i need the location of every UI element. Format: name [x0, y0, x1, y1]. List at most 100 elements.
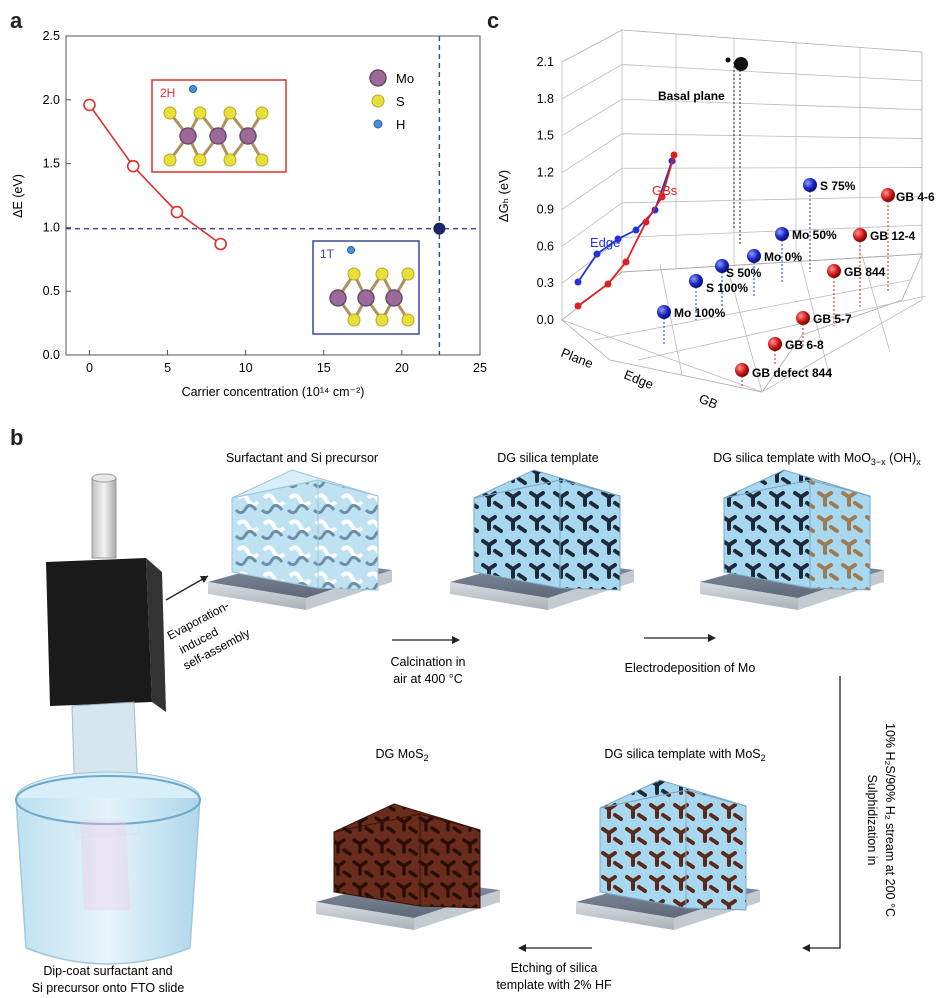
label-surfactant: Surfactant and Si precursor: [226, 451, 378, 465]
c-y-tick-label-4: 1.2: [537, 166, 554, 180]
c-grid-line-3: [561, 167, 923, 210]
x-tick-label-10: 10: [239, 361, 253, 375]
point-gb-6-8: [768, 337, 782, 351]
label-s-50: S 50%: [726, 266, 762, 280]
label-sulph-2: 10% H₂S/90% H₂ stream at 200 °C: [883, 723, 897, 917]
caption-dipcoat-line1: Dip-coat surfactant and: [43, 964, 172, 978]
cube-dg-template-moo3: [700, 469, 884, 610]
x-tick-label-20: 20: [395, 361, 409, 375]
c-y-tick-label-1: 0.3: [537, 276, 554, 290]
chart-a: 0 5 10 15 20 25 0.0 0.5 1.0 1.5 2.0 2.5 Carrier con…: [11, 29, 487, 399]
inset-1t: 1T: [312, 240, 420, 335]
data-point-2: [170, 205, 184, 219]
label-mo-100: Mo 100%: [674, 306, 726, 320]
label-mo-50: Mo 50%: [792, 228, 837, 242]
label-mo-0: Mo 0%: [764, 250, 802, 264]
category-label-plane: Plane: [559, 345, 595, 371]
chart-c-y-ticks: 0.0 0.3 0.6 0.9 1.2 1.5 1.8 2.1: [537, 55, 554, 327]
data-point-3: [214, 237, 227, 251]
data-point-1: [126, 159, 140, 173]
point-s-50: [715, 259, 729, 273]
arrow-electrodeposition: Electrodeposition of Mo: [625, 634, 756, 675]
c-grid-line-5: [561, 98, 923, 137]
y-tick-label-0: 0.0: [43, 348, 60, 362]
marker-point-1t: [433, 222, 446, 235]
label-dg-template-moo3: DG silica template with MoO3−x (OH)x: [713, 451, 921, 467]
panel-letter-c: c: [487, 8, 500, 33]
chart-c: 0.00.30.60.91.21.51.82.1 ΔGₕ (eV) Plane …: [496, 29, 935, 412]
series-points-2h: [83, 98, 227, 251]
label-gb-844: GB 844: [844, 265, 886, 279]
panel-letter-a: a: [10, 8, 23, 33]
point-gb-12-4: [853, 228, 867, 242]
c-y-tick-label-7: 2.1: [537, 55, 554, 69]
x-tick-label-25: 25: [473, 361, 487, 375]
edge-points: Mo 100% S 100% S 50% Mo 0% Mo 50% S 75%: [657, 178, 856, 344]
series-points-gbs: [574, 151, 678, 310]
label-dg-mos2: DG MoS2: [376, 747, 429, 763]
cube-surfactant: [208, 469, 392, 610]
cube-dg-mos2: [316, 803, 500, 930]
legend-h-marker: [373, 119, 383, 129]
label-gb-6-8: GB 6-8: [785, 338, 824, 352]
label-gb-defect-844: GB defect 844: [752, 366, 832, 380]
legend-mo-marker: [369, 69, 387, 87]
label-etching-2: template with 2% HF: [496, 978, 612, 992]
series-label-gbs: GBs: [652, 183, 678, 198]
legend-s-label: S: [396, 94, 405, 109]
y-axis-label: ΔE (eV): [11, 174, 25, 218]
inset-2h: 2H: [151, 79, 287, 173]
basal-plane-label: Basal plane: [658, 89, 725, 103]
panel-b-illustration: Dip-coat surfactant and Si precursor ont…: [15, 451, 921, 995]
basal-plane-point: Basal plane: [658, 57, 748, 245]
point-mo-100: [657, 305, 671, 319]
chart-c-grid: [561, 29, 927, 393]
label-etching-1: Etching of silica: [511, 961, 598, 975]
y-tick-label-3: 1.5: [43, 157, 60, 171]
point-gb-844: [827, 264, 841, 278]
c-y-tick-label-3: 0.9: [537, 202, 554, 216]
label-s-100: S 100%: [706, 281, 748, 295]
label-gb-12-4: GB 12-4: [870, 229, 916, 243]
legend-s-marker: [371, 94, 385, 108]
series-line-edge: [577, 160, 673, 283]
chart-a-frame: [65, 35, 481, 356]
y-tick-label-5: 2.5: [43, 29, 60, 43]
x-tick-label-0: 0: [86, 361, 93, 375]
series-points-edge: [574, 157, 676, 286]
series-line-gbs: [577, 154, 675, 307]
cube-dg-template-mos2: [576, 779, 760, 930]
x-tick-label-5: 5: [164, 361, 171, 375]
chart-a-ticks: 0 5 10 15 20 25 0.0 0.5 1.0 1.5 2.0 2.5: [43, 29, 487, 375]
y-tick-label-2: 1.0: [43, 220, 60, 234]
series-line-2h: [88, 104, 222, 245]
arrow-sulphidization: Sulphidization in 10% H₂S/90% H₂ stream …: [802, 676, 897, 952]
arrow-calcination: Calcination in air at 400 °C: [390, 636, 466, 686]
series-label-edge: Edge: [590, 235, 620, 250]
c-grid-line-4: [561, 133, 923, 173]
label-sulph-1: Sulphidization in: [865, 774, 879, 865]
c-y-tick-label-0: 0.0: [537, 313, 554, 327]
category-label-gb: GB: [697, 391, 720, 412]
gb-points: GB defect 844 GB 6-8 GB 5-7 GB 844 GB 12…: [735, 188, 935, 386]
y-tick-label-1: 0.5: [43, 284, 60, 298]
label-electrodeposition: Electrodeposition of Mo: [625, 661, 756, 675]
caption-dipcoat-line2: Si precursor onto FTO slide: [32, 981, 185, 995]
legend: Mo S H: [369, 69, 414, 132]
label-calcination-1: Calcination in: [390, 655, 465, 669]
point-mo-50: [775, 227, 789, 241]
c-y-tick-label-6: 1.8: [537, 92, 554, 106]
dip-coat-apparatus: [15, 473, 201, 965]
inset-1t-label: 1T: [320, 247, 335, 261]
point-gb-4-6: [881, 188, 895, 202]
label-dg-template: DG silica template: [497, 451, 598, 465]
label-gb-4-6: GB 4-6: [896, 190, 935, 204]
point-s-75: [803, 178, 817, 192]
label-s-75: S 75%: [820, 179, 856, 193]
y-tick-label-4: 2.0: [43, 93, 60, 107]
point-s-100: [689, 274, 703, 288]
x-tick-label-15: 15: [317, 361, 331, 375]
point-gb-defect-844: [735, 363, 749, 377]
label-dg-template-mos2: DG silica template with MoS2: [604, 747, 765, 763]
label-gb-5-7: GB 5-7: [813, 312, 852, 326]
